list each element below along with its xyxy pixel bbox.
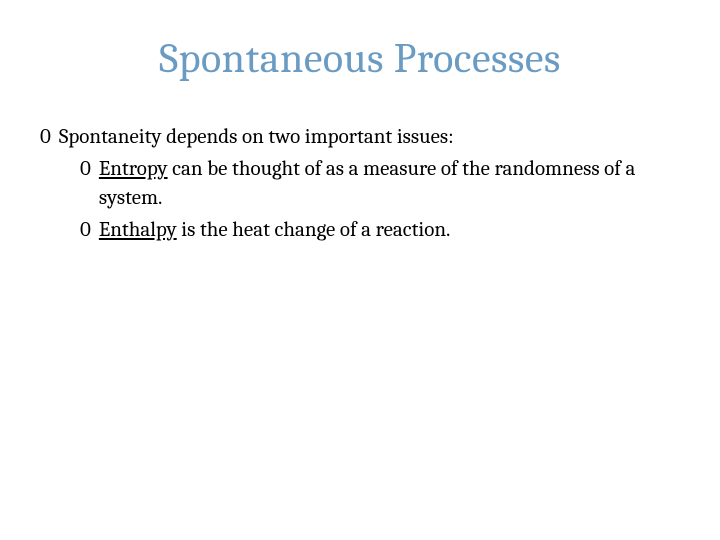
rest-entropy: can be thought of as a measure of the ra… bbox=[99, 157, 635, 209]
bullet-mark-icon: 0 bbox=[80, 216, 91, 244]
term-entropy: Entropy bbox=[99, 157, 168, 181]
slide-title: Spontaneous Processes bbox=[40, 34, 680, 83]
bullet-main: 0 Spontaneity depends on two important i… bbox=[40, 123, 680, 151]
bullet-sub-enthalpy: 0 Enthalpy is the heat change of a react… bbox=[80, 216, 680, 244]
bullet-sub-entropy: 0 Entropy can be thought of as a measure… bbox=[80, 155, 680, 212]
bullet-mark-icon: 0 bbox=[80, 155, 91, 183]
rest-enthalpy: is the heat change of a reaction. bbox=[177, 218, 451, 242]
bullet-sub-text: Entropy can be thought of as a measure o… bbox=[99, 155, 659, 212]
bullet-main-text: Spontaneity depends on two important iss… bbox=[59, 123, 454, 151]
term-enthalpy: Enthalpy bbox=[99, 218, 177, 242]
slide: Spontaneous Processes 0 Spontaneity depe… bbox=[0, 0, 720, 540]
bullet-sub-text: Enthalpy is the heat change of a reactio… bbox=[99, 216, 451, 244]
bullet-mark-icon: 0 bbox=[40, 123, 51, 151]
